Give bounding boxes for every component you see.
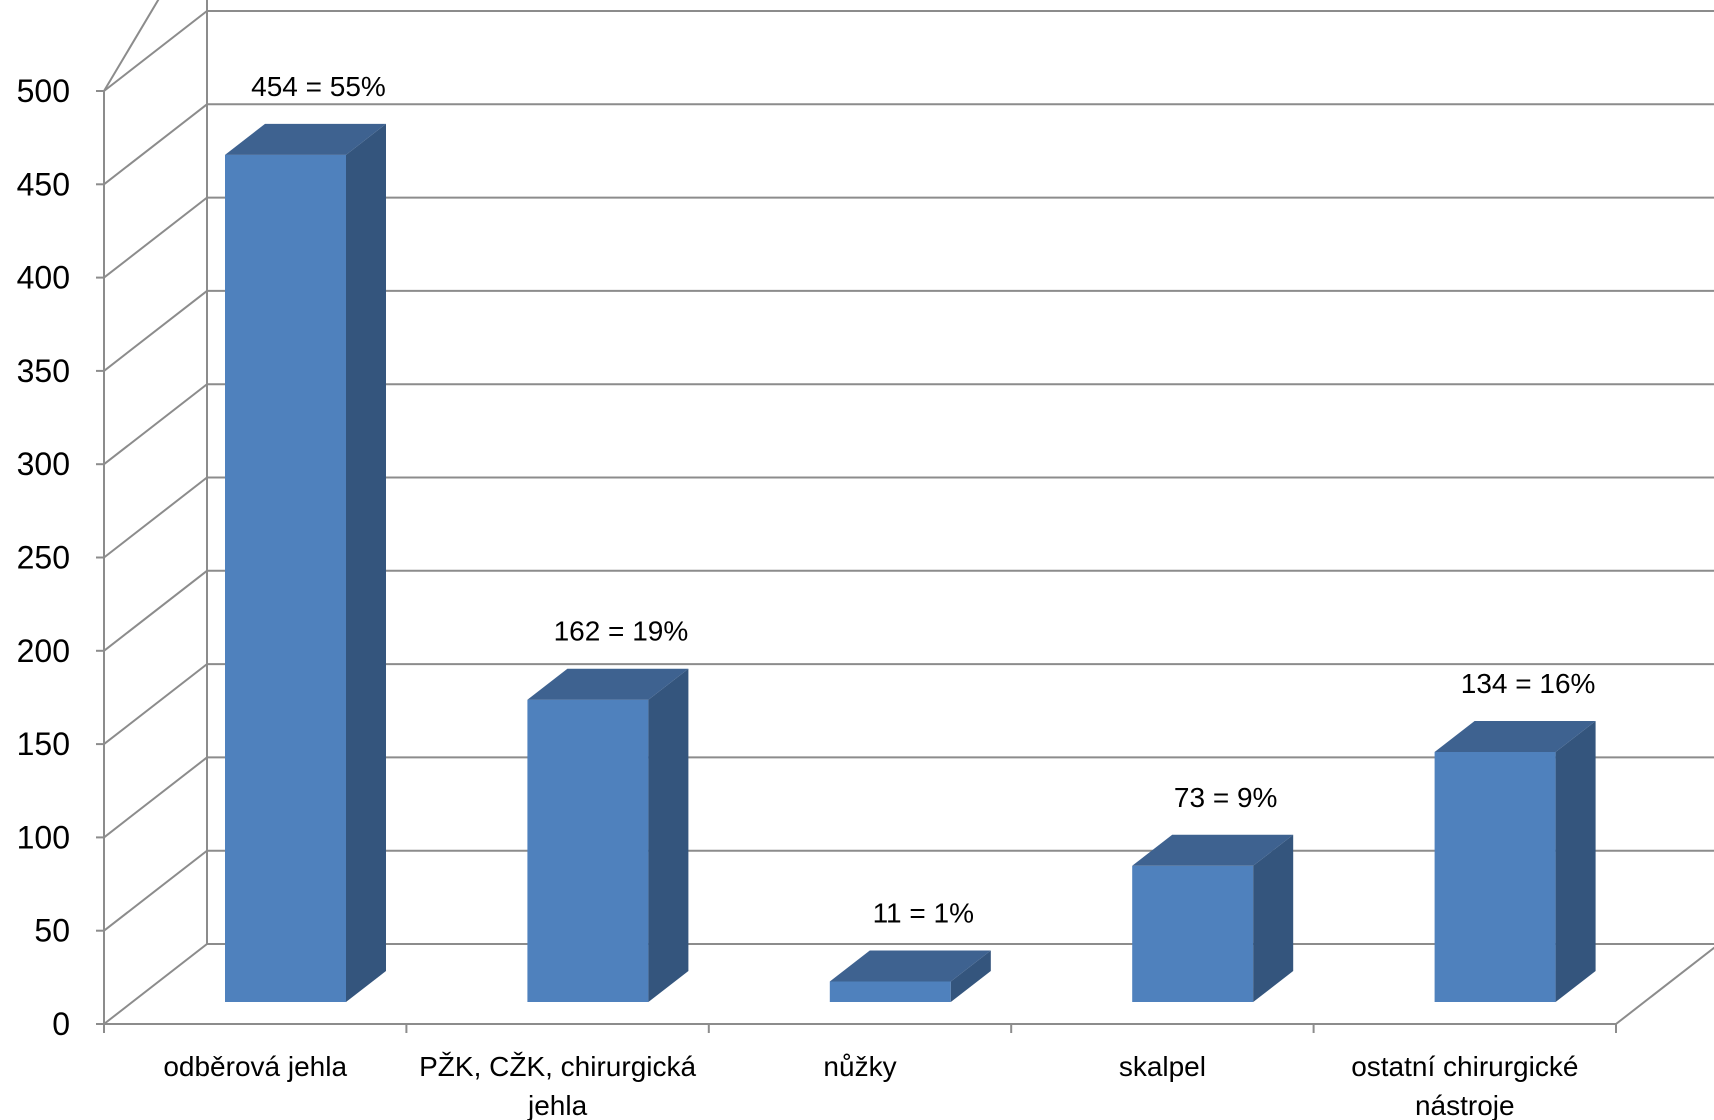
category-label-line: jehla	[527, 1090, 588, 1120]
y-tick-label: 150	[17, 726, 70, 762]
bars	[225, 123, 1596, 1002]
bar-front	[527, 699, 649, 1002]
bar-front	[225, 154, 346, 1002]
y-tick-label: 400	[17, 260, 70, 296]
gridline	[103, 0, 160, 92]
axes	[96, 0, 1714, 1033]
data-label: 134 = 16%	[1461, 668, 1596, 699]
bar-front	[1132, 865, 1254, 1002]
y-tick-label: 350	[17, 353, 70, 389]
category-label-line: ostatní chirurgické	[1351, 1051, 1578, 1082]
category-label-line: PŽK, CŽK, chirurgická	[419, 1051, 696, 1082]
bar-top	[225, 123, 386, 155]
category-label-line: skalpel	[1119, 1051, 1206, 1082]
data-label: 73 = 9%	[1174, 782, 1278, 813]
bar-top	[1132, 834, 1294, 866]
labels: 0 50 100 150 200 250 300 350 400 450 500 454 = 55% o…	[17, 71, 1596, 1120]
bar-top	[527, 668, 689, 700]
bar-front	[829, 981, 951, 1002]
bar-front	[1434, 751, 1556, 1002]
data-label: 11 = 1%	[873, 897, 974, 928]
data-label: 454 = 55%	[251, 71, 386, 102]
y-tick-label: 500	[17, 73, 70, 109]
data-label: 162 = 19%	[554, 616, 689, 647]
bar-side	[648, 668, 689, 1002]
category-label: PŽK, CŽK, chirurgická jehla	[419, 1051, 696, 1120]
category-label-line: nástroje	[1415, 1090, 1515, 1120]
y-tick-label: 100	[17, 819, 70, 855]
y-tick-label: 0	[52, 1006, 70, 1042]
y-tick-label: 50	[34, 913, 70, 949]
bar-top	[1434, 720, 1596, 752]
category-label: odběrová jehla	[163, 1051, 347, 1082]
category-label-line: nůžky	[823, 1051, 896, 1082]
category-label: nůžky	[823, 1051, 896, 1082]
category-label-line: odběrová jehla	[163, 1051, 347, 1082]
y-tick-label: 450	[17, 166, 70, 202]
bar-side	[1253, 834, 1294, 1002]
bar-side	[1555, 720, 1596, 1002]
y-tick-label: 250	[17, 540, 70, 576]
category-label: ostatní chirurgické nástroje	[1351, 1051, 1578, 1120]
y-tick-label: 200	[17, 633, 70, 669]
category-label: skalpel	[1119, 1051, 1206, 1082]
bar-side	[346, 123, 386, 1002]
y-tick-label: 300	[17, 446, 70, 482]
bar-side	[950, 950, 991, 1002]
floor-edge	[1615, 946, 1714, 1025]
bar-top	[829, 950, 991, 982]
